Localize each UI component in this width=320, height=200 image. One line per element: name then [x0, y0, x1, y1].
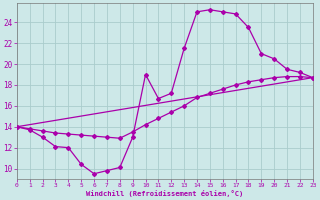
- X-axis label: Windchill (Refroidissement éolien,°C): Windchill (Refroidissement éolien,°C): [86, 190, 244, 197]
